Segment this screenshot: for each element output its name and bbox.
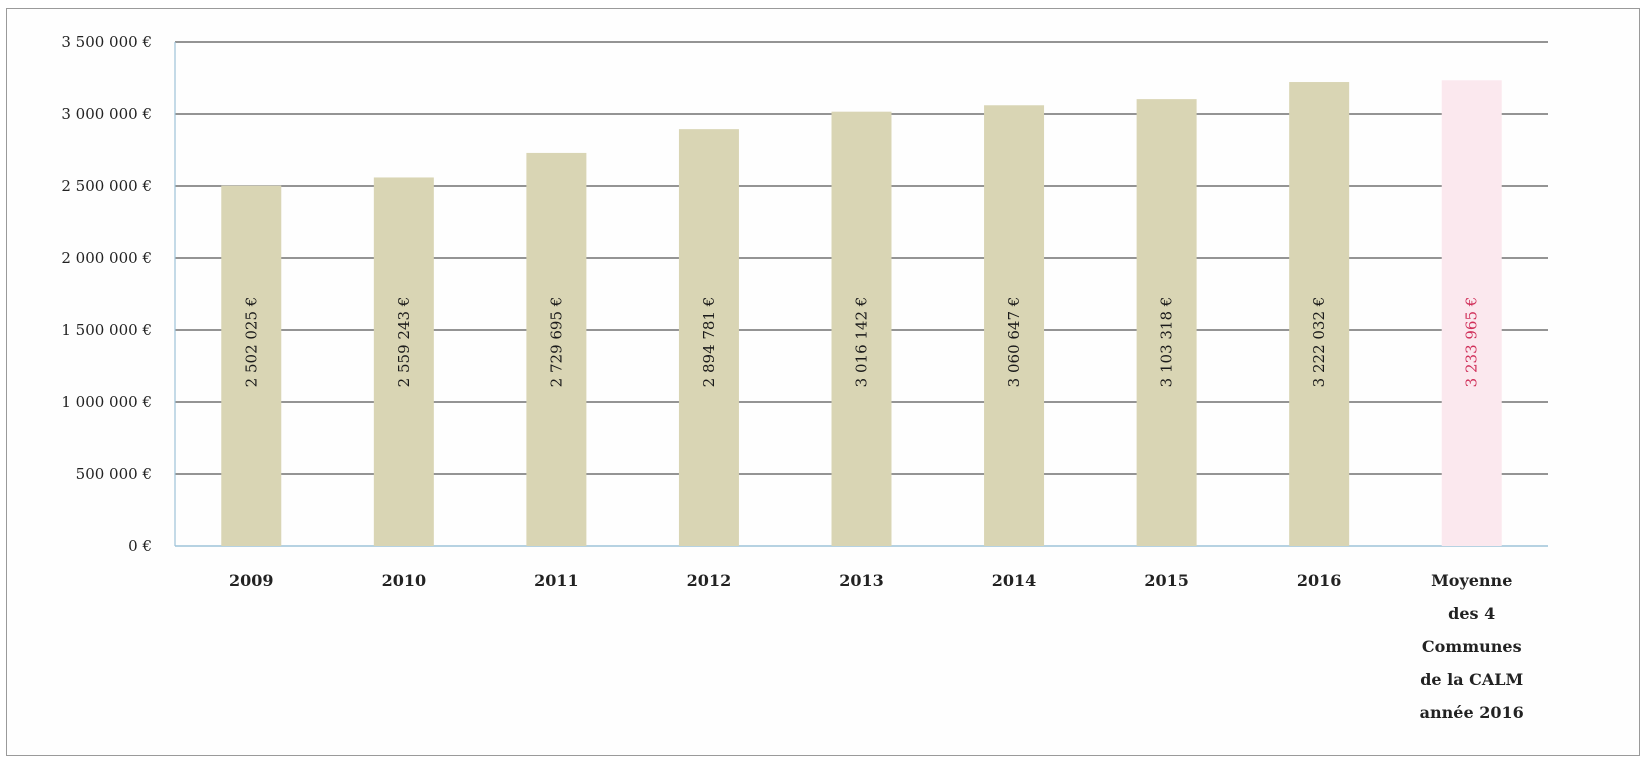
- data-label: 3 060 647 €: [1005, 297, 1023, 388]
- x-tick-label: 2013: [839, 571, 884, 590]
- data-label: 3 233 965 €: [1463, 297, 1481, 388]
- bar: [526, 152, 587, 546]
- x-tick-label-line: 2013: [839, 571, 884, 590]
- y-tick-label: 0 €: [128, 537, 152, 555]
- x-tick-label: 2010: [382, 571, 427, 590]
- x-tick-label-line: 2010: [382, 571, 427, 590]
- data-label: 2 502 025 €: [242, 297, 260, 388]
- bar: [678, 129, 739, 546]
- bar: [221, 185, 282, 546]
- y-tick-label: 1 000 000 €: [61, 393, 152, 411]
- x-tick-label-line: 2012: [687, 571, 732, 590]
- x-tick-label: 2011: [534, 571, 579, 590]
- bar: [831, 111, 892, 547]
- bar: [373, 177, 434, 547]
- y-tick-label: 500 000 €: [76, 465, 152, 483]
- x-tick-label: 2012: [687, 571, 732, 590]
- y-tick-label: 3 500 000 €: [61, 33, 152, 51]
- x-tick-label-line: de la CALM: [1420, 670, 1523, 689]
- bar: [1289, 82, 1350, 546]
- y-tick-label: 2 500 000 €: [61, 177, 152, 195]
- x-tick-label: 2009: [229, 571, 274, 590]
- data-label: 3 222 032 €: [1310, 297, 1328, 388]
- data-label: 2 559 243 €: [395, 297, 413, 388]
- x-tick-label-line: 2016: [1297, 571, 1342, 590]
- x-tick-label-line: 2009: [229, 571, 274, 590]
- x-tick-label-line: 2011: [534, 571, 579, 590]
- x-tick-label-line: 2015: [1144, 571, 1189, 590]
- data-label: 2 729 695 €: [547, 297, 565, 388]
- data-label: 3 016 142 €: [853, 297, 871, 388]
- x-tick-label: 2014: [992, 571, 1037, 590]
- x-tick-label-line: des 4: [1448, 604, 1495, 623]
- y-tick-label: 3 000 000 €: [61, 105, 152, 123]
- bar-average: [1441, 80, 1502, 547]
- x-tick-label-line: Communes: [1422, 637, 1522, 656]
- x-tick-label-line: année 2016: [1420, 703, 1524, 722]
- x-tick-label: 2016: [1297, 571, 1342, 590]
- x-tick-label: 2015: [1144, 571, 1189, 590]
- x-tick-label: Moyenne des 4 Communes de la CALM année 2016: [1420, 571, 1524, 722]
- x-tick-label-line: Moyenne: [1431, 571, 1512, 590]
- data-label: 3 103 318 €: [1158, 297, 1176, 388]
- bar: [984, 105, 1045, 546]
- y-tick-label: 2 000 000 €: [61, 249, 152, 267]
- x-tick-label-line: 2014: [992, 571, 1037, 590]
- data-label: 2 894 781 €: [700, 297, 718, 388]
- y-tick-label: 1 500 000 €: [61, 321, 152, 339]
- bar: [1136, 99, 1197, 547]
